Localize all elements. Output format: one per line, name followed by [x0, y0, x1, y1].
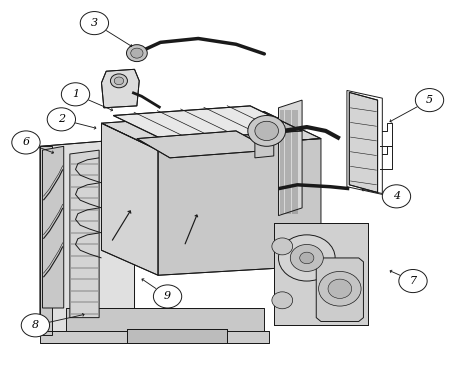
Text: 5: 5 [426, 95, 433, 105]
Polygon shape [40, 139, 135, 335]
Polygon shape [42, 146, 64, 308]
Circle shape [153, 285, 182, 308]
Text: 9: 9 [164, 291, 171, 301]
Circle shape [255, 121, 278, 141]
Polygon shape [278, 100, 302, 216]
Polygon shape [349, 92, 378, 192]
Circle shape [290, 244, 323, 271]
Polygon shape [113, 106, 302, 141]
Text: 3: 3 [91, 18, 98, 28]
Text: 1: 1 [72, 89, 79, 99]
Polygon shape [101, 123, 158, 275]
Circle shape [328, 279, 352, 298]
Circle shape [114, 77, 124, 85]
Polygon shape [101, 112, 321, 150]
Circle shape [21, 314, 50, 337]
Polygon shape [158, 139, 321, 275]
Circle shape [61, 83, 90, 106]
Circle shape [126, 45, 147, 62]
Circle shape [12, 131, 40, 154]
Text: 8: 8 [32, 320, 39, 330]
Text: 6: 6 [22, 137, 30, 147]
Polygon shape [66, 308, 264, 331]
Circle shape [272, 292, 293, 309]
Circle shape [272, 238, 293, 255]
Polygon shape [316, 258, 363, 321]
Circle shape [80, 12, 109, 35]
Polygon shape [101, 69, 139, 108]
Text: 2: 2 [58, 114, 65, 124]
Circle shape [47, 108, 76, 131]
Polygon shape [137, 131, 271, 158]
Circle shape [382, 185, 411, 208]
Polygon shape [255, 139, 274, 158]
Polygon shape [127, 329, 227, 343]
Circle shape [131, 48, 143, 58]
Circle shape [415, 89, 444, 112]
Circle shape [319, 271, 361, 306]
Polygon shape [40, 331, 269, 343]
Circle shape [278, 235, 335, 281]
Polygon shape [70, 150, 99, 318]
Text: 7: 7 [409, 276, 417, 286]
Polygon shape [274, 223, 368, 325]
Polygon shape [40, 146, 52, 335]
Circle shape [248, 116, 286, 146]
Circle shape [300, 252, 314, 264]
Circle shape [399, 270, 427, 293]
Text: 4: 4 [393, 191, 400, 201]
Circle shape [110, 74, 127, 88]
